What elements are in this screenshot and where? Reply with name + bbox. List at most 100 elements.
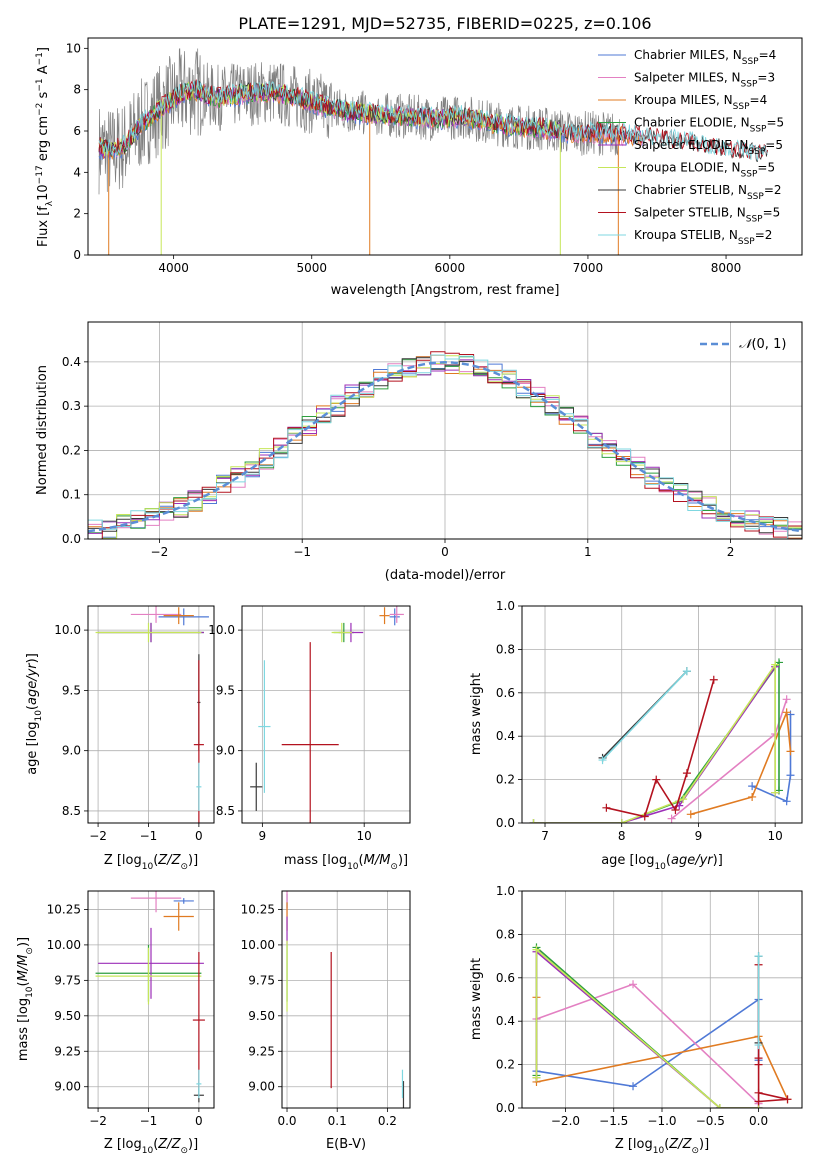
weight-marker-salp_stelib: [754, 1060, 763, 1069]
y-tick-label: 0.1: [62, 488, 81, 502]
weight-line-krou_stelib: [601, 670, 688, 761]
weight-line-salp_stelib: [606, 679, 715, 818]
weight-marker-salp_stelib: [783, 1095, 792, 1104]
age-vs-Z-x-label: Z [log10(Z/Z⊙)]: [104, 853, 198, 872]
y-tick-label: 9.00: [248, 1080, 275, 1094]
y-tick-label: 9.0: [216, 744, 235, 758]
histogram-chab_stelib: [88, 357, 802, 536]
x-tick-label: 9: [695, 829, 703, 843]
weight-line-salp_stelib: [757, 964, 788, 1103]
x-tick-label: 7000: [573, 261, 604, 275]
massweight-age-y-label: mass weight: [469, 673, 484, 755]
y-tick-label: 9.75: [54, 973, 81, 987]
x-tick-label: 0: [441, 545, 449, 559]
weight-marker-krou_stelib: [754, 952, 763, 961]
x-tick-label: −2: [151, 545, 169, 559]
x-tick-label: −2: [89, 829, 107, 843]
mass-vs-ebv-x-label: E(B-V): [326, 1137, 366, 1152]
x-tick-label: 0.0: [749, 1114, 768, 1128]
mass_vs_Z-plot-area: [88, 891, 214, 1108]
residuals-plot-area: [88, 322, 802, 539]
y-tick-label: 8.5: [62, 804, 81, 818]
y-tick-label: 0.4: [496, 1014, 515, 1028]
residuals-x-label: (data-model)/error: [385, 568, 506, 583]
x-tick-label: −1.0: [647, 1114, 676, 1128]
y-tick-label: 9.00: [54, 1080, 81, 1094]
y-tick-label: 0.4: [496, 729, 515, 743]
weight-line-krou_elodie: [535, 947, 759, 1108]
mass_vs_ebv-frame: [281, 890, 411, 1109]
weight-marker-krou_elodie: [771, 660, 780, 669]
x-tick-label: −1: [140, 829, 158, 843]
weight-marker-krou_miles: [782, 708, 791, 717]
weight-line-krou_elodie: [533, 662, 776, 823]
y-tick-label: 1.0: [496, 599, 515, 613]
age-vs-mass-x-label: mass [log10(M/M⊙)]: [284, 853, 408, 872]
y-tick-label: 2: [73, 207, 81, 221]
legend-label-chab_stelib: Chabrier STELIB, NSSP=2: [634, 183, 782, 202]
age_vs_mass-frame: [241, 605, 411, 824]
x-tick-label: −2: [89, 1114, 107, 1128]
weight-marker-krou_stelib: [598, 756, 607, 765]
legend-label-krou_miles: Kroupa MILES, NSSP=4: [634, 93, 767, 112]
weight-marker-chab_miles: [786, 771, 795, 780]
weight-line-salp_elodie: [535, 950, 759, 1108]
age_vs_mass-plot-area: [242, 606, 410, 823]
weight-marker-krou_elodie: [532, 945, 541, 954]
x-tick-label: 7: [541, 829, 549, 843]
x-tick-label: 9: [259, 829, 267, 843]
y-tick-label: 9.75: [248, 973, 275, 987]
weight-marker-salp_stelib: [671, 805, 680, 814]
spectrum-x-label: wavelength [Angstrom, rest frame]: [331, 283, 560, 298]
y-tick-label: 9.0: [62, 744, 81, 758]
weight-marker-chab_elodie: [774, 786, 783, 795]
weight-marker-krou_miles: [748, 792, 757, 801]
model-spectrum-krou_stelib: [98, 79, 768, 162]
weight-marker-salp_stelib: [709, 675, 718, 684]
y-tick-label: 0.8: [496, 927, 515, 941]
y-tick-label: 9.5: [62, 683, 81, 697]
histogram-salp_stelib: [88, 351, 802, 539]
y-tick-label: 9.5: [216, 683, 235, 697]
weight-marker-krou_miles: [686, 810, 695, 819]
figure-title: PLATE=1291, MJD=52735, FIBERID=0225, z=0…: [238, 14, 651, 33]
y-tick-label: 8.5: [216, 804, 235, 818]
massweight_vs_Z-plot-area: [522, 891, 802, 1108]
weight-marker-krou_elodie: [715, 1104, 724, 1108]
legend-label-krou_stelib: Kroupa STELIB, NSSP=2: [634, 228, 772, 247]
legend-label-salp_stelib: Salpeter STELIB, NSSP=5: [634, 206, 780, 225]
weight-marker-salp_stelib: [754, 1088, 763, 1097]
y-tick-label: 10.0: [54, 623, 81, 637]
y-tick-label: 0.6: [496, 971, 515, 985]
x-tick-label: 8000: [711, 261, 742, 275]
y-tick-label: 0.0: [62, 532, 81, 546]
histogram-krou_stelib: [88, 354, 802, 539]
model-spectrum-salp_stelib: [98, 79, 768, 160]
x-tick-label: −1.5: [599, 1114, 628, 1128]
x-tick-label: −0.5: [696, 1114, 725, 1128]
spectrum-frame: [87, 37, 803, 256]
y-tick-label: 10.00: [47, 938, 81, 952]
age-y-label: age [log10(age/yr)]: [25, 653, 44, 775]
y-tick-label: 9.50: [54, 1009, 81, 1023]
x-tick-label: 1: [584, 545, 592, 559]
weight-marker-salp_stelib: [652, 775, 661, 784]
weight-line-salp_miles: [671, 699, 788, 820]
y-tick-label: 4: [73, 165, 81, 179]
massweight_vs_age-plot-area: [522, 606, 802, 823]
massweight-Z-x-label: Z [log10(Z/Z⊙)]: [615, 1137, 709, 1156]
weight-marker-salp_stelib: [754, 1097, 763, 1106]
legend-label-chab_elodie: Chabrier ELODIE, NSSP=5: [634, 116, 784, 135]
weight-marker-chab_miles: [748, 782, 757, 791]
x-tick-label: 4000: [158, 261, 189, 275]
y-tick-label: 9.50: [248, 1009, 275, 1023]
y-tick-label: 10.25: [241, 902, 275, 916]
residuals-y-label: Normed distribution: [35, 365, 50, 495]
y-tick-label: 0.2: [62, 443, 81, 457]
y-tick-label: 9.25: [54, 1044, 81, 1058]
x-tick-label: 0.0: [277, 1114, 296, 1128]
legend-label-salp_miles: Salpeter MILES, NSSP=3: [634, 71, 775, 90]
massweight_vs_age-frame: [521, 605, 803, 824]
weight-marker-krou_elodie: [532, 1073, 541, 1082]
age_vs_Z-plot-area: [88, 606, 214, 823]
